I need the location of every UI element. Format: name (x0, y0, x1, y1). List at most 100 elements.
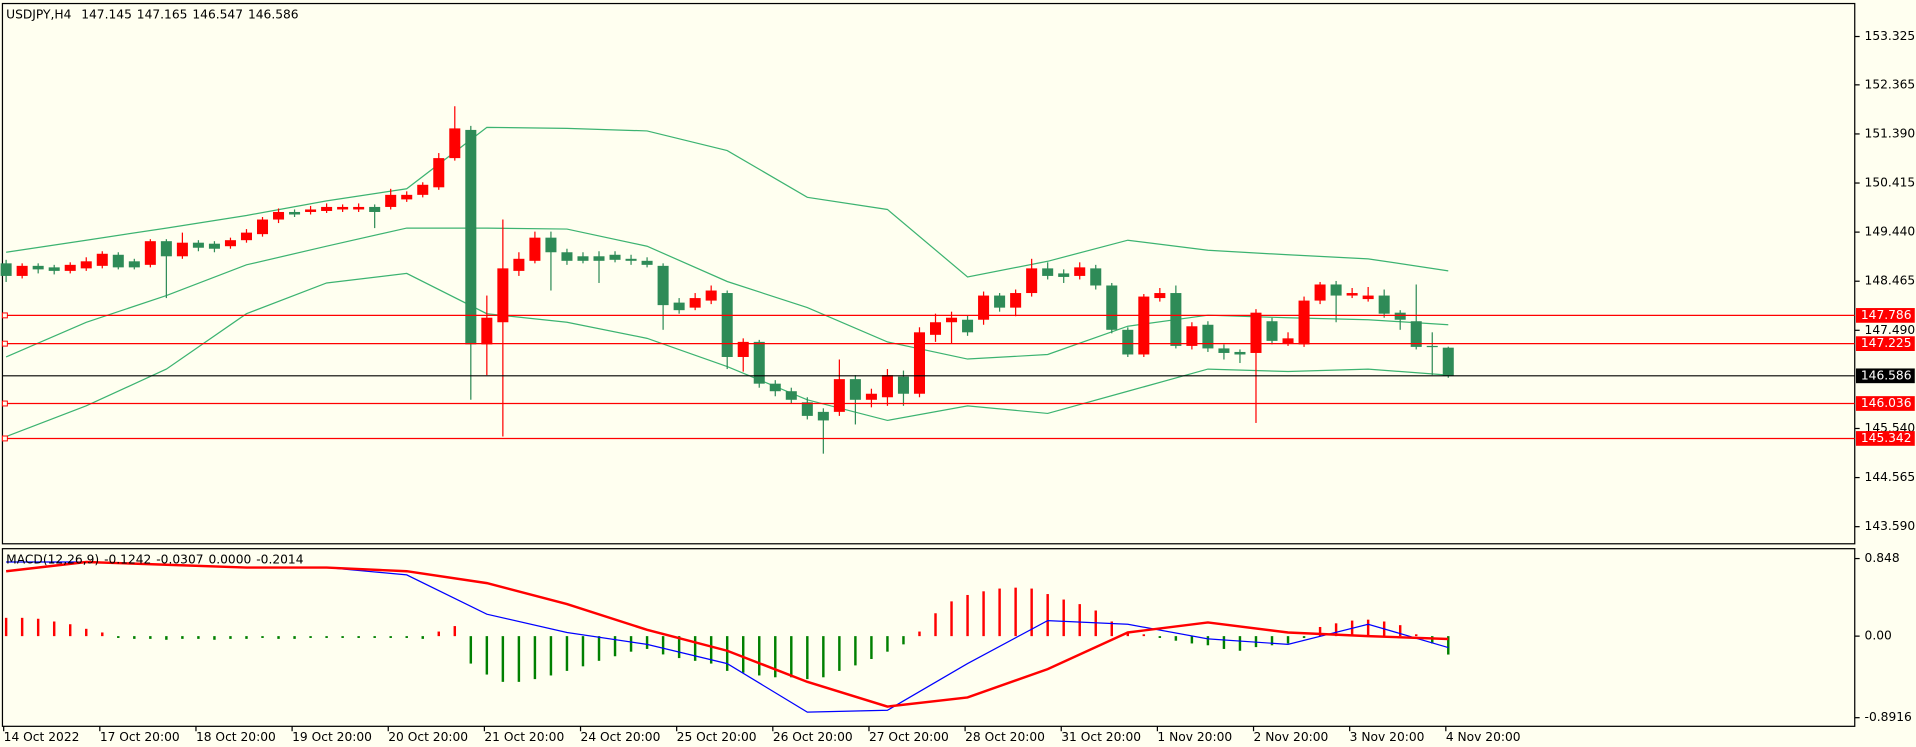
y-tick-label: 148.465 (1865, 274, 1916, 288)
level-label-box (1855, 431, 1915, 446)
candle-body (1122, 329, 1134, 355)
candle-body (1442, 347, 1454, 376)
x-tick-label: 24 Oct 20:00 (581, 730, 661, 744)
candle-body (1170, 293, 1182, 346)
y-tick-label: 149.440 (1865, 225, 1916, 239)
level-label: 145.342 (1861, 431, 1912, 445)
signal-value: -0.0307 (156, 552, 203, 566)
x-tick-label: 21 Oct 20:00 (484, 730, 564, 744)
x-tick-label: 1 Nov 20:00 (1157, 730, 1232, 744)
candle-body (897, 376, 909, 394)
candle-body (1378, 295, 1390, 314)
level-label: 147.225 (1861, 336, 1912, 350)
candle-body (625, 258, 637, 261)
last-price-label: 146.586 (1861, 368, 1912, 382)
candle-body (305, 209, 317, 212)
candle-body (0, 263, 12, 276)
candle-body (497, 268, 509, 323)
candle-body (385, 194, 397, 207)
level-label: 147.786 (1861, 308, 1912, 322)
x-tick-label: 27 Oct 20:00 (869, 730, 949, 744)
candle-body (657, 265, 669, 306)
candle-body (705, 290, 717, 301)
x-tick-label: 31 Oct 20:00 (1061, 730, 1141, 744)
candle-body (144, 241, 156, 265)
candle-body (224, 240, 236, 247)
candle-body (160, 241, 172, 257)
candle-body (353, 206, 365, 210)
candle-body (785, 391, 797, 400)
level-label-box (1855, 396, 1915, 411)
candle-body (208, 243, 220, 249)
candle-body (978, 295, 990, 320)
price-header: USDJPY,H4 147.145 147.165 146.547 146.586 (6, 7, 299, 21)
candle-body (721, 293, 733, 357)
x-tick-label: 14 Oct 2022 (4, 730, 80, 744)
y-tick-label: 152.365 (1865, 77, 1916, 91)
header-high: 147.165 (137, 7, 188, 21)
candle-body (1266, 321, 1278, 341)
macd-pane (1, 548, 1856, 727)
candle-body (112, 254, 124, 268)
candle-body (240, 232, 252, 241)
x-tick-label: 28 Oct 20:00 (965, 730, 1045, 744)
candle-body (16, 265, 28, 276)
macd-header: MACD(12,26,9) -0.1242 -0.0307 0.0000 -0.2014 (6, 552, 304, 566)
candle-body (433, 158, 445, 188)
candle-body (833, 379, 845, 412)
candle-body (1026, 268, 1038, 294)
x-tick-label: 4 Nov 20:00 (1446, 730, 1521, 744)
candle-body (1282, 338, 1294, 344)
candle-body (593, 256, 605, 261)
y-tick-label: 153.325 (1865, 29, 1916, 43)
candle-body (176, 242, 188, 257)
candle-body (801, 402, 813, 416)
candle-body (881, 375, 893, 398)
bollinger-band (6, 126, 1449, 278)
candle-body (1074, 267, 1086, 276)
level-marker (1, 435, 8, 442)
level-marker (1, 340, 8, 347)
level-marker (1, 400, 8, 407)
candle-body (1186, 326, 1198, 346)
candle-body (946, 317, 958, 323)
y-tick-label: 0.00 (1865, 629, 1892, 643)
candle-body (561, 252, 573, 261)
candle-body (1090, 268, 1102, 286)
candle-body (1250, 312, 1262, 353)
candle-body (401, 194, 413, 200)
candle-body (48, 267, 60, 271)
candle-body (1394, 312, 1406, 320)
candle-body (849, 379, 861, 400)
candle-body (1138, 296, 1150, 355)
y-tick-label: 150.415 (1865, 176, 1916, 190)
x-tick-label: 18 Oct 20:00 (196, 730, 276, 744)
candle-body (273, 211, 285, 220)
candle-body (753, 341, 765, 384)
x-tick-label: 25 Oct 20:00 (677, 730, 757, 744)
header-low: 146.547 (192, 7, 243, 21)
candle-body (1058, 273, 1070, 277)
candle-body (737, 341, 749, 357)
y-tick-label: 0.848 (1865, 551, 1900, 565)
candle-body (962, 319, 974, 333)
candle-body (80, 261, 92, 269)
level-label: 146.036 (1861, 396, 1912, 410)
candle-body (1106, 285, 1118, 330)
candle-body (1010, 293, 1022, 308)
last-price-box (1855, 368, 1915, 384)
macd-value: -0.1242 (104, 552, 151, 566)
candle-body (1042, 268, 1054, 276)
candle-body (913, 332, 925, 394)
candle-body (1362, 295, 1374, 300)
candle-body (1202, 324, 1214, 349)
candle-body (817, 411, 829, 421)
status-value: 0.0000 (208, 552, 251, 566)
candle-body (1314, 284, 1326, 301)
candle-body (128, 261, 140, 268)
candle-body (1234, 351, 1246, 355)
candle-body (1218, 348, 1230, 353)
candle-body (545, 237, 557, 253)
